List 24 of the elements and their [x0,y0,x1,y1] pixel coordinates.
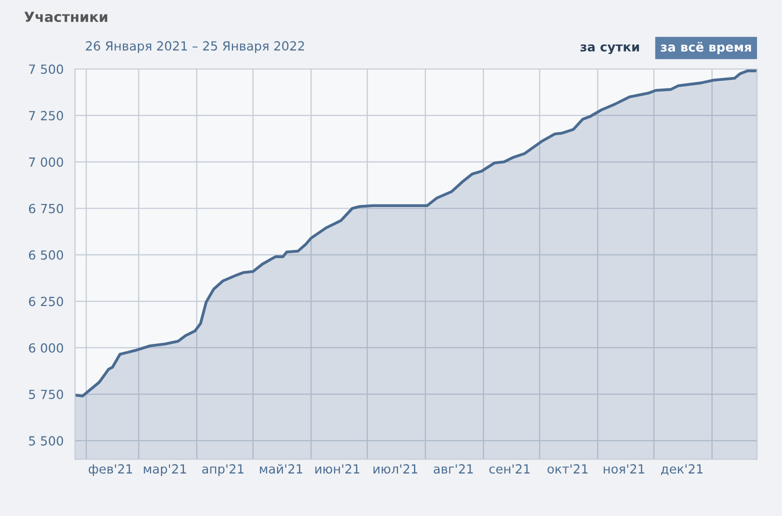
x-tick-label: ноя'21 [604,464,644,474]
x-tick-label: окт'21 [548,464,588,474]
x-tick-label: авг'21 [434,464,473,474]
x-tick-label: июн'21 [315,464,360,474]
y-tick-label: 7 250 [29,110,64,120]
y-tick-label: 7 500 [29,64,64,74]
x-tick-label: июл'21 [374,464,418,474]
y-tick-label: 7 000 [29,157,64,167]
x-tick-label: апр'21 [202,464,244,476]
chart-subtitle: 26 Января 2021 – 25 Января 2022 [86,41,304,54]
y-tick-label: 5 750 [29,390,64,400]
x-tick-label: май'21 [260,464,302,474]
x-tick-label: мар'21 [144,464,186,476]
y-tick-label: 5 500 [29,436,64,446]
chart-title: Участники [24,12,108,22]
x-tick-label: сен'21 [489,464,530,474]
x-tick-label: фев'21 [88,464,132,476]
y-tick-label: 6 500 [28,250,64,260]
y-tick-label: 6 250 [28,296,64,306]
text: за всё время [660,42,751,54]
text: за сутки [580,44,639,54]
x-tick-label: дек'21 [661,464,703,476]
y-tick-label: 6 750 [28,204,64,214]
y-tick-label: 6 000 [28,343,64,353]
